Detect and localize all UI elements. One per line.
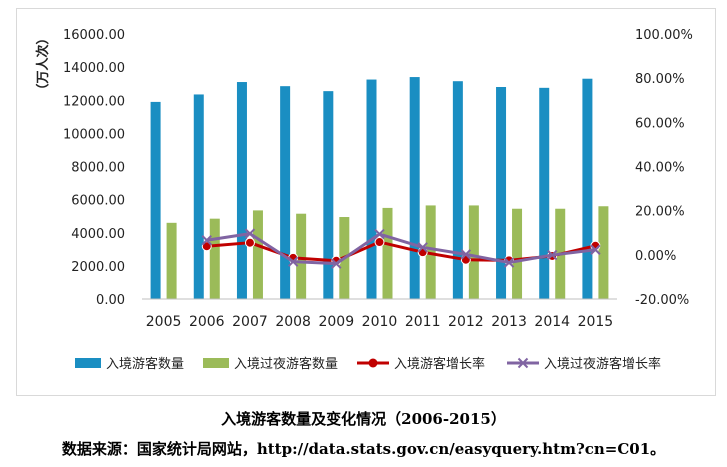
point-overnight-growth xyxy=(547,249,558,261)
combo-chart: 0.00 2000.00 4000.00 6000.00 8000.00 10000.00… xyxy=(35,28,693,372)
point-overnight-growth xyxy=(201,235,212,246)
bar-overnight xyxy=(209,218,220,299)
x-tick-label: 2008 xyxy=(275,314,311,330)
chart-caption-title: 入境游客数量及变化情况（2006-2015） xyxy=(221,410,506,428)
legend-marker xyxy=(517,357,529,369)
point-arrivals-growth xyxy=(244,237,255,248)
y-left-tick-label: 2000.00 xyxy=(71,260,125,275)
bar-overnight xyxy=(512,208,523,299)
x-tick-label: 2013 xyxy=(491,314,527,330)
bar-arrivals xyxy=(236,82,247,299)
line-overnight-growth xyxy=(206,232,596,266)
x-tick-label: 2010 xyxy=(362,314,398,330)
y-right-tick-label: -20.00% xyxy=(635,293,689,308)
y-left-tick-label: 16000.00 xyxy=(63,28,125,43)
y-right-tick-label: 0.00% xyxy=(635,249,676,264)
chart-caption-source: 数据来源：国家统计局网站，http://data.stats.gov.cn/ea… xyxy=(61,440,666,458)
x-tick-label: 2007 xyxy=(232,314,268,330)
point-overnight-growth xyxy=(374,228,385,240)
legend-swatch xyxy=(75,358,101,368)
y-left-tick-label: 4000.00 xyxy=(71,227,125,242)
point-overnight-growth xyxy=(503,257,515,268)
point-arrivals-growth xyxy=(374,237,385,248)
legend-label: 入境过夜游客增长率 xyxy=(544,356,661,372)
x-tick-label: 2006 xyxy=(189,314,225,330)
legend-swatch xyxy=(203,358,229,368)
bar-overnight xyxy=(382,207,393,299)
point-overnight-growth xyxy=(590,244,601,255)
point-overnight-growth xyxy=(287,256,299,267)
x-tick-label: 2015 xyxy=(578,314,614,330)
y-left-tick-label: 10000.00 xyxy=(63,127,125,142)
y-axis-label: （万人次） xyxy=(35,31,51,96)
point-arrivals-growth xyxy=(201,241,212,252)
y-left-tick-label: 0.00 xyxy=(96,293,125,308)
bar-arrivals xyxy=(409,77,420,299)
x-tick-label: 2005 xyxy=(146,314,182,330)
point-overnight-growth xyxy=(331,258,342,269)
x-tick-label: 2011 xyxy=(405,314,441,330)
bar-overnight xyxy=(252,210,263,299)
y-right-tick-label: 40.00% xyxy=(635,161,685,176)
y-left-tick-label: 8000.00 xyxy=(71,161,125,176)
x-tick-label: 2009 xyxy=(318,314,354,330)
y-right-tick-label: 80.00% xyxy=(635,72,685,87)
y-right-tick-label: 60.00% xyxy=(635,116,685,131)
legend-label: 入境游客增长率 xyxy=(394,356,485,372)
chart-frame: 0.00 2000.00 4000.00 6000.00 8000.00 10000.00… xyxy=(16,8,716,396)
bar-overnight xyxy=(598,206,609,299)
bar-arrivals xyxy=(150,101,161,299)
y-left-tick-label: 14000.00 xyxy=(63,61,125,76)
legend-label: 入境游客数量 xyxy=(106,356,184,372)
point-overnight-growth xyxy=(460,249,472,260)
legend-label: 入境过夜游客数量 xyxy=(234,356,338,372)
y-left-tick-label: 6000.00 xyxy=(71,194,125,209)
y-right-tick-label: 100.00% xyxy=(635,28,693,43)
bar-arrivals xyxy=(452,81,463,299)
bar-arrivals xyxy=(280,86,291,299)
bar-arrivals xyxy=(323,91,334,299)
legend-marker xyxy=(368,358,378,368)
bar-overnight xyxy=(296,213,307,299)
bar-arrivals xyxy=(366,79,377,299)
x-tick-label: 2014 xyxy=(534,314,570,330)
x-tick-label: 2012 xyxy=(448,314,484,330)
y-right-tick-label: 20.00% xyxy=(635,205,685,220)
bar-arrivals xyxy=(193,94,204,299)
bar-arrivals xyxy=(539,87,550,299)
point-overnight-growth xyxy=(417,242,428,253)
point-overnight-growth xyxy=(244,228,256,239)
bar-overnight xyxy=(166,222,177,299)
y-left-tick-label: 12000.00 xyxy=(63,94,125,109)
bar-overnight xyxy=(468,205,479,299)
bar-arrivals xyxy=(582,78,593,299)
bar-arrivals xyxy=(496,87,507,299)
